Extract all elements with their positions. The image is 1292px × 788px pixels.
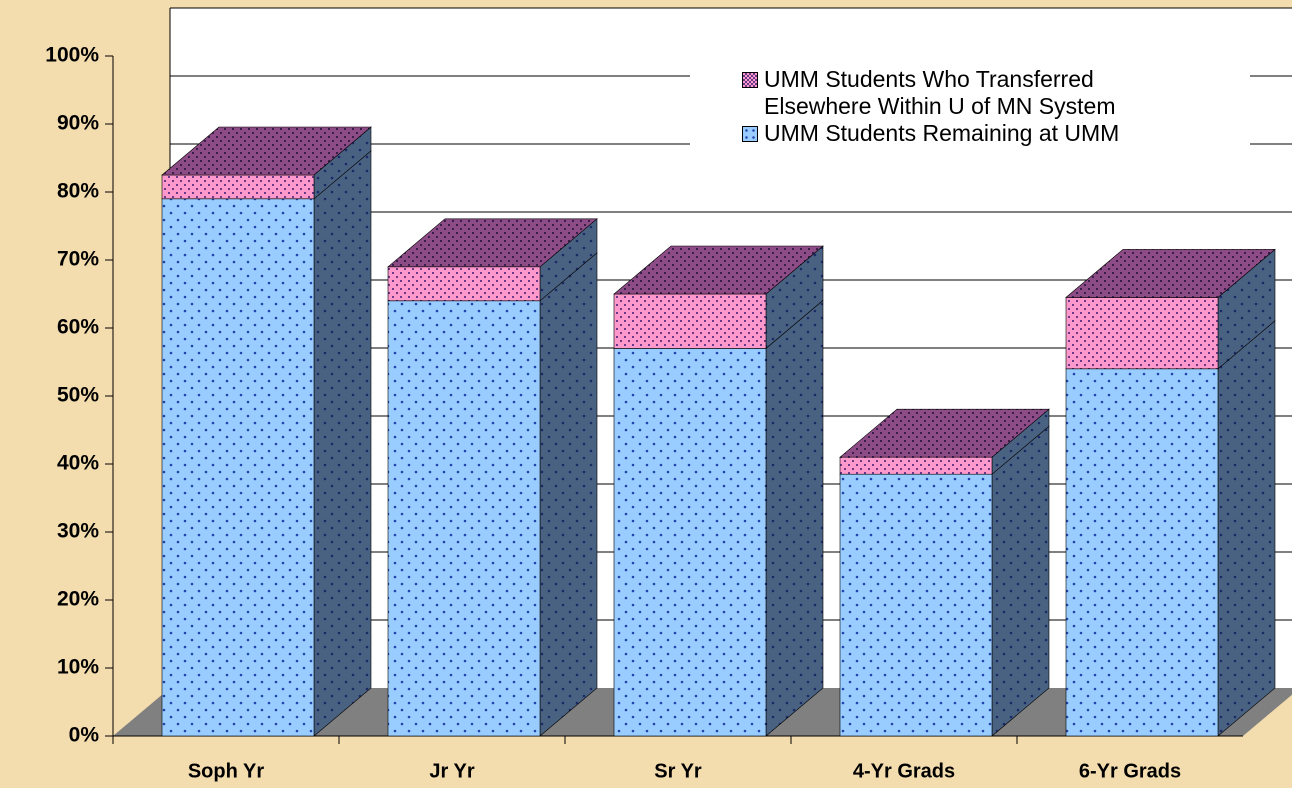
bar-top (613, 245, 824, 295)
bar-segment (613, 348, 767, 737)
bar-top (839, 408, 1050, 458)
bar-top (161, 126, 372, 176)
bar-top (387, 218, 598, 268)
bar-side (539, 252, 598, 737)
legend-entry: UMM Students Who Transferred Elsewhere W… (742, 66, 1204, 120)
bar-segment (839, 456, 993, 475)
bar-top (1065, 249, 1276, 298)
x-tick-label: 6-Yr Grads (1079, 760, 1181, 782)
legend-label: UMM Students Who Transferred Elsewhere W… (764, 66, 1116, 119)
legend-swatch (742, 72, 758, 88)
bar-segment (1065, 368, 1219, 737)
bar-segment (161, 198, 315, 737)
bar-side (1217, 320, 1276, 737)
y-tick-label: 30% (57, 520, 99, 543)
legend-swatch (742, 126, 758, 142)
y-tick-label: 0% (69, 724, 100, 747)
bar-segment (839, 473, 993, 737)
bar-segment (613, 293, 767, 349)
bar-segment (387, 300, 541, 737)
bar-side (991, 425, 1050, 737)
x-tick-label: Sr Yr (654, 760, 702, 782)
y-tick-label: 90% (57, 112, 99, 135)
y-tick-label: 80% (57, 180, 99, 203)
y-tick-label: 50% (57, 384, 99, 407)
y-tick-label: 70% (57, 248, 99, 271)
legend-label: UMM Students Remaining at UMM (764, 120, 1120, 146)
y-tick-label: 60% (57, 316, 99, 339)
bar-segment (161, 174, 315, 200)
bar-side (313, 150, 372, 737)
x-tick-label: Soph Yr (188, 760, 265, 782)
x-tick-label: 4-Yr Grads (853, 760, 955, 782)
x-tick-label: Jr Yr (429, 760, 474, 782)
y-tick-label: 100% (45, 44, 99, 67)
bar-segment (387, 266, 541, 302)
y-tick-label: 40% (57, 452, 99, 475)
bar-segment (1065, 297, 1219, 370)
y-tick-label: 10% (57, 656, 99, 679)
legend-entry: UMM Students Remaining at UMM (742, 120, 1204, 147)
y-tick-label: 20% (57, 588, 99, 611)
legend: UMM Students Who Transferred Elsewhere W… (690, 62, 1250, 153)
bar-side (765, 299, 824, 737)
